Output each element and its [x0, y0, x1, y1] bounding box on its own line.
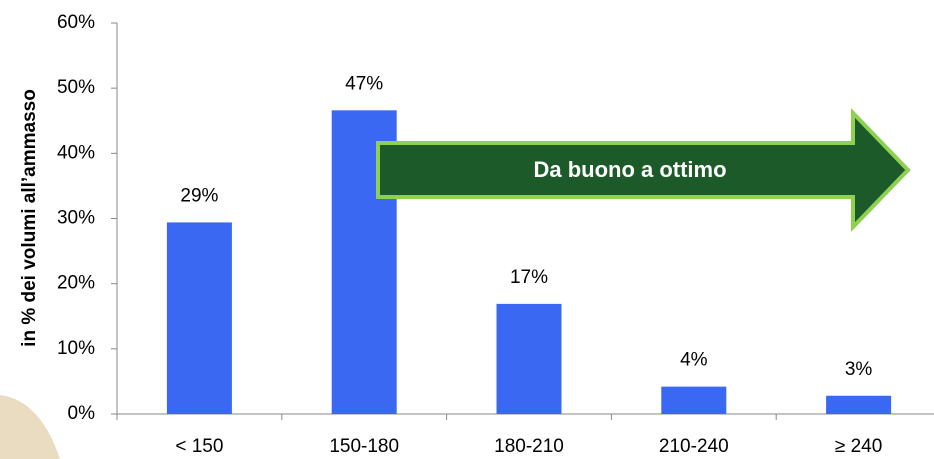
- y-tick-label: 60%: [57, 12, 95, 33]
- x-tick-label: 150-180: [329, 436, 399, 457]
- y-tick-label: 50%: [57, 77, 95, 98]
- decor: [0, 395, 60, 459]
- y-axis-label: in % dei volumi all’ammasso: [19, 89, 40, 347]
- value-label: 29%: [180, 185, 218, 206]
- y-tick-label: 0%: [68, 403, 96, 424]
- y-tick-label: 20%: [57, 273, 95, 294]
- x-tick-label: ≥ 240: [835, 436, 882, 457]
- value-label: 17%: [510, 267, 548, 288]
- arrow: [376, 108, 911, 232]
- bar: [826, 395, 892, 414]
- x-tick-label: < 150: [175, 436, 223, 457]
- annotation: Da buono a ottimo: [533, 157, 726, 182]
- value-label: 4%: [680, 350, 708, 371]
- bar: [166, 222, 232, 414]
- plot: 0% 10% 20% 30% 40% 50% 60% < 150 29% 150-180 47% 18…: [57, 12, 934, 457]
- x-tick-label: 210-240: [659, 436, 729, 457]
- y-tick-label: 30%: [57, 208, 95, 229]
- x-tick-label: 180-210: [494, 436, 564, 457]
- bar: [496, 303, 562, 414]
- y-tick-label: 10%: [57, 338, 95, 359]
- value-label: 47%: [345, 73, 383, 94]
- value-label: 3%: [845, 359, 873, 380]
- bar: [661, 386, 727, 414]
- y-tick-label: 40%: [57, 142, 95, 163]
